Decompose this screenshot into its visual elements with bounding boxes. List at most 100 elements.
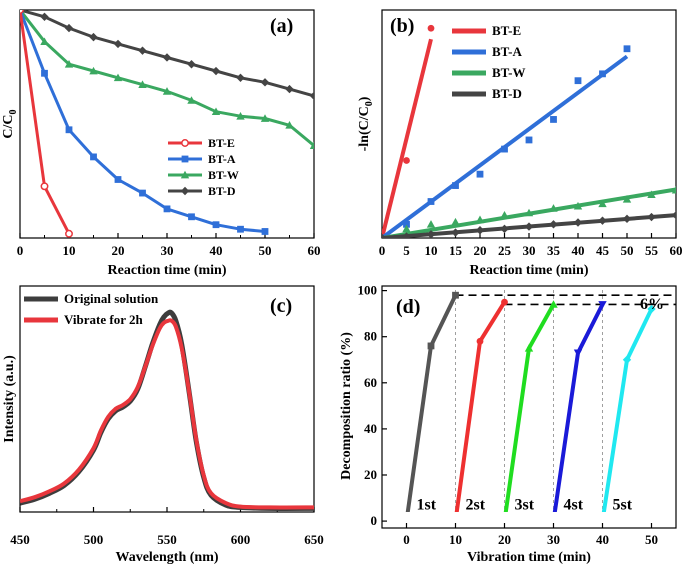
panel-a-legend-label: BT-E [208, 136, 235, 150]
panel-d-xtick-label: 10 [449, 532, 462, 547]
panel-a-bt-a-line [20, 10, 266, 233]
panel-d-xlabel: Vibration time (min) [467, 550, 591, 565]
panel-b-bt-w-point [647, 190, 656, 199]
panel-a-bt-e-point [65, 229, 73, 238]
panel-c-series [20, 309, 314, 511]
panel-a-bt-d-point [162, 53, 172, 62]
panel-a-bt-a-point [188, 213, 195, 221]
panel-d-3st-point [549, 300, 558, 308]
panel-a-bt-w-point [113, 73, 123, 82]
panel-a-bt-a-point [139, 189, 146, 197]
panel-a-bt-d-point [285, 84, 294, 94]
panel-b-bt-e-point [403, 157, 410, 164]
panel-a-legend-marker [180, 186, 190, 196]
panel-a-bt-a-point [114, 176, 122, 183]
panel-d-3st-point [524, 344, 534, 352]
panel-a-bt-d-point [309, 91, 314, 101]
panel-b-xtick-label: 55 [645, 243, 659, 258]
panel-d-ytick-label: 80 [364, 329, 377, 344]
panel-b-bt-w-point [524, 208, 534, 217]
panel-c-ylabel: Intensity (a.u.) [2, 355, 17, 443]
panel-a-bt-w-point [89, 66, 98, 75]
panel-c-xtick-label: 500 [84, 532, 104, 547]
panel-a-legend: BT-E BT-A BT-W BT-D [168, 136, 239, 198]
panel-a-bt-d-point [64, 23, 74, 33]
panel-d-series [405, 290, 676, 512]
panel-b-bt-d-point [500, 224, 509, 234]
panel-d-cycle-label: 5st [613, 497, 633, 514]
panel-d-xtick-label: 50 [645, 532, 658, 547]
panel-b-bt-a-point [623, 45, 631, 53]
panel-c-legend: Original solution Vibrate for 2h [24, 291, 159, 327]
panel-a-legend-label: BT-D [208, 184, 236, 198]
panel-b-bt-a-point [550, 116, 557, 123]
panel-b-legend-label: BT-E [492, 23, 521, 38]
panel-a-bt-e-point [20, 10, 24, 14]
panel-c-tag: (c) [270, 295, 292, 317]
panel-a-bt-w-point [138, 80, 147, 88]
panel-b-xlabel: Reaction time (min) [470, 263, 589, 278]
panel-d-ytick-label: 40 [364, 421, 377, 436]
panel-b: 0 5 10 15 20 25 30 35 40 45 50 55 60 (b) Reaction ti… [357, 9, 683, 278]
panel-a-bt-w-point [285, 121, 294, 129]
panel-d-5st-line [601, 308, 654, 512]
panel-a-bt-a-point [41, 69, 48, 77]
panel-a-bt-e-point [40, 182, 49, 191]
panel-a-legend-marker [181, 155, 189, 163]
panel-a-bt-w-point [211, 107, 221, 116]
panel-b-series [382, 24, 676, 238]
panel-b-xtick-label: 15 [449, 243, 463, 258]
panel-a-xtick-label: 20 [112, 243, 125, 258]
panel-a-bt-d-point [113, 39, 123, 49]
panel-c-xtick-label: 650 [304, 532, 324, 547]
panel-a-bt-d-point [40, 12, 49, 21]
panel-a-xtick-label: 60 [308, 243, 321, 258]
panel-a-bt-d-point [138, 46, 147, 55]
panel-d-2st-line [454, 301, 507, 512]
panel-a-bt-a-point [65, 126, 73, 134]
panel-b-bt-w-point [598, 199, 607, 208]
panel-b-bt-a-point [427, 198, 435, 205]
panel-b-bt-d-point [426, 230, 436, 238]
panel-b-ylabel: -ln(C/C0) [357, 96, 375, 151]
panel-a-xtick-label: 0 [17, 243, 24, 258]
panel-d-2st-point [476, 337, 484, 345]
panel-d-xtick-label: 0 [403, 532, 410, 547]
panel-d-xtick-label: 30 [547, 532, 560, 547]
panel-b-bt-d-point [647, 212, 656, 222]
panel-d-cycle-label: 4st [564, 497, 584, 514]
panel-d-cycle-label: 1st [417, 497, 437, 514]
panel-a-series [20, 10, 314, 238]
panel-a-bt-a-point [90, 153, 97, 161]
panel-d-ylabel: Decomposition ratio (%) [339, 332, 354, 480]
panel-b-xtick-label: 0 [379, 243, 386, 258]
panel-d-xtick-label: 40 [596, 532, 609, 547]
panel-b-bt-w-point [426, 220, 436, 228]
panel-a-bt-a-point [212, 221, 220, 229]
panel-a: 0 10 20 30 40 50 60 (a) Reaction time (min) C/… [1, 9, 321, 278]
panel-a-xlabel: Reaction time (min) [108, 263, 227, 278]
panel-a-bt-a-point [237, 225, 244, 233]
panel-b-xtick-label: 30 [523, 243, 536, 258]
panel-a-legend-marker [180, 170, 190, 179]
panel-b-bt-w-point [451, 217, 460, 226]
panel-d-ytick-label: 20 [364, 467, 377, 482]
panel-d-1st-line [405, 294, 458, 512]
panel-b-bt-d-point [524, 222, 534, 231]
panel-b-xtick-label: 20 [474, 243, 487, 258]
panel-a-xtick-label: 50 [259, 243, 272, 258]
panel-a-bt-d-point [211, 66, 221, 76]
panel-d: 0 10 20 30 40 50 0 20 40 60 80 100 (d) Vibration ti… [339, 283, 677, 565]
panel-b-bt-w-point [402, 224, 411, 233]
panel-a-ticks: 0 10 20 30 40 50 60 [17, 233, 321, 258]
panel-d-tag: (d) [396, 296, 420, 318]
panel-d-4st-point [573, 349, 583, 358]
panel-b-bt-a-point [599, 70, 606, 78]
panel-a-legend-label: BT-A [208, 152, 236, 166]
panel-a-xtick-label: 10 [63, 243, 76, 258]
panel-c-original-solution-line [20, 309, 314, 511]
panel-d-xtick-label: 20 [498, 532, 511, 547]
panel-c-xlabel: Wavelength (nm) [115, 550, 218, 565]
panel-b-bt-e-point [427, 24, 435, 32]
